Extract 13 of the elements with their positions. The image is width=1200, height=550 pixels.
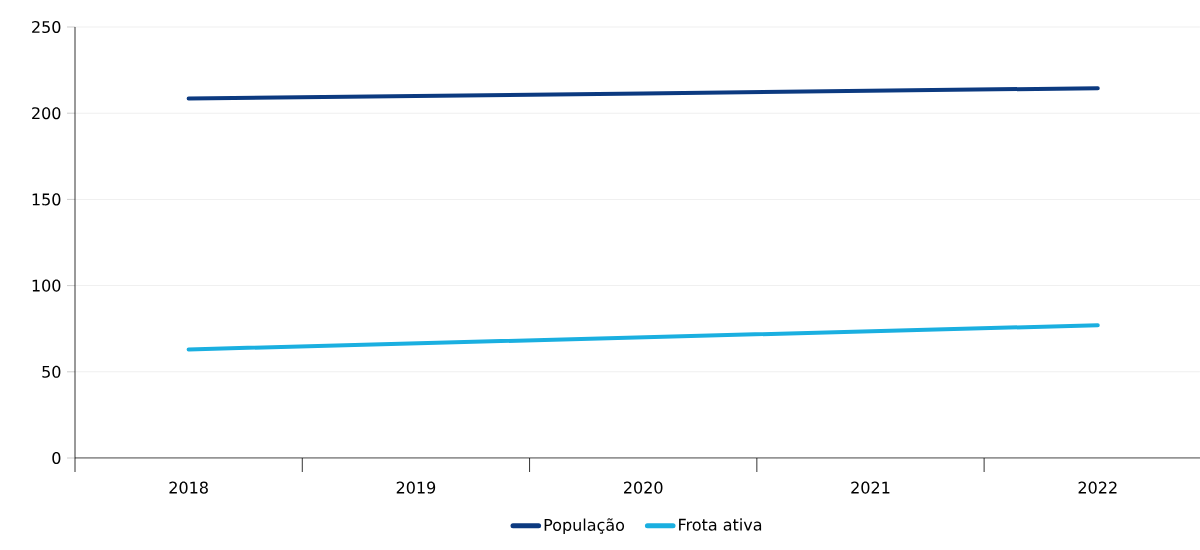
x-tick-label: 2020 <box>624 481 663 494</box>
y-tick-label: 150 <box>32 193 61 206</box>
x-tick-label: 2021 <box>851 481 890 494</box>
y-tick-label: 50 <box>42 365 61 378</box>
y-tick-label: 100 <box>32 279 61 292</box>
y-tick-label: 0 <box>52 451 61 465</box>
y-tick-label: 200 <box>32 107 61 120</box>
x-tick-label: 2018 <box>169 481 208 494</box>
x-tick-label: 2022 <box>1078 481 1117 494</box>
y-tick-label: 250 <box>32 20 61 34</box>
x-tick-label: 2019 <box>396 481 436 494</box>
legend-label: População <box>544 518 625 534</box>
legend-label: Frota ativa <box>679 518 762 531</box>
